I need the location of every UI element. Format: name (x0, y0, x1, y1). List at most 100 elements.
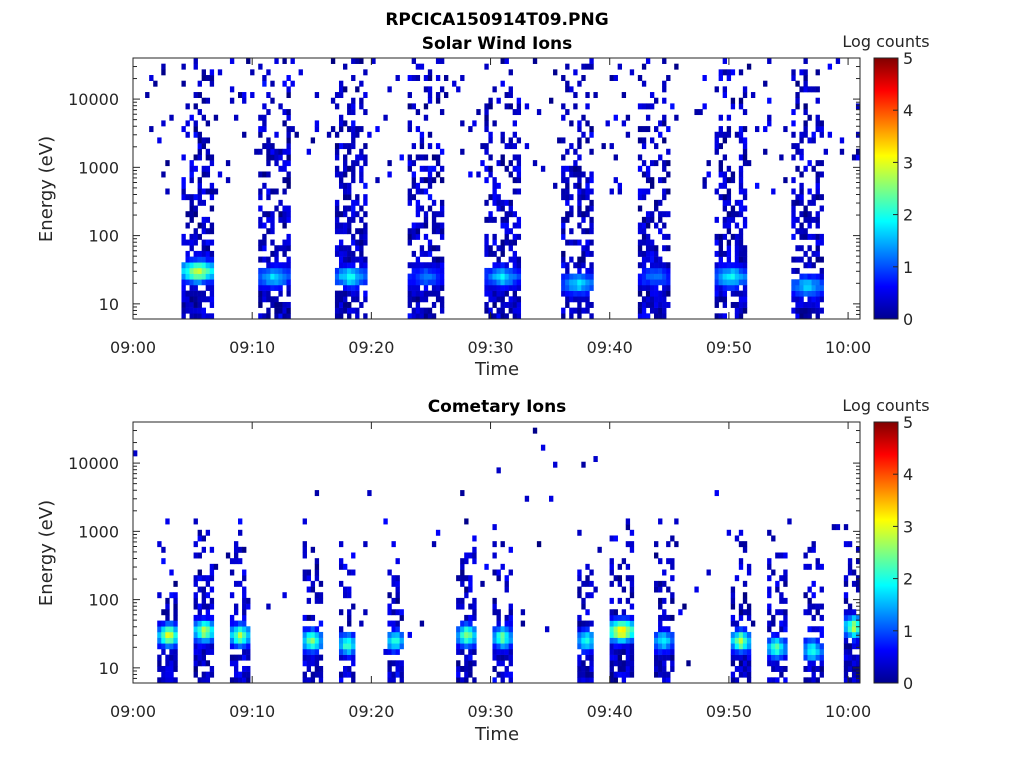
spectrogram-cell (649, 267, 655, 274)
spectrogram-cell (334, 245, 340, 252)
spectrogram-cell (714, 296, 719, 303)
spectrogram-cell (492, 199, 497, 206)
spectrogram-cell (306, 597, 312, 604)
spectrogram-cell (282, 165, 287, 172)
spectrogram-cell (407, 92, 412, 99)
spectrogram-cell (807, 296, 812, 303)
spectrogram-cell (193, 239, 198, 246)
spectrogram-cell (391, 637, 396, 644)
spectrogram-cell (500, 637, 505, 644)
spectrogram-cell (435, 245, 441, 252)
spectrogram-cell (391, 620, 396, 627)
spectrogram-cell (581, 63, 586, 70)
spectrogram-cell (803, 637, 808, 644)
spectrogram-cell (423, 154, 429, 161)
spectrogram-cell (193, 301, 198, 308)
x-tick-label: 09:50 (706, 338, 752, 357)
spectrogram-cell (484, 563, 489, 570)
spectrogram-cell (468, 671, 473, 678)
spectrogram-cell (779, 552, 784, 559)
spectrogram-cell (855, 558, 861, 565)
spectrogram-cell (201, 575, 206, 582)
spectrogram-cell (262, 114, 267, 121)
spectrogram-cell (229, 592, 235, 599)
spectrogram-cell (181, 188, 186, 195)
spectrogram-cell (435, 75, 441, 81)
spectrogram-cell (637, 307, 643, 314)
spectrogram-cell (415, 284, 421, 291)
spectrogram-cell (585, 677, 590, 684)
spectrogram-cell (670, 665, 675, 672)
spectrogram-cell (581, 296, 586, 303)
spectrogram-cell (540, 165, 546, 172)
spectrogram-cell (504, 648, 509, 655)
spectrogram-cell (565, 284, 570, 291)
spectrogram-cell (819, 239, 824, 246)
spectrogram-cell (274, 148, 279, 155)
spectrogram-cell (734, 313, 740, 320)
spectrogram-cell (169, 626, 174, 633)
spectrogram-cell (343, 290, 348, 297)
spectrogram-cell (795, 290, 800, 297)
spectrogram-cell (589, 126, 594, 133)
spectrogram-cell (278, 216, 283, 223)
spectrogram-cell (730, 677, 736, 684)
spectrogram-cell (585, 250, 590, 257)
spectrogram-cell (524, 143, 530, 150)
spectrogram-cell (508, 273, 513, 280)
spectrogram-cell (674, 63, 679, 70)
spectrogram-cell (201, 137, 206, 144)
spectrogram-cell (658, 586, 663, 593)
spectrogram-cell (423, 296, 429, 303)
spectrogram-cell (609, 626, 614, 633)
spectrogram-cell (734, 267, 740, 274)
spectrogram-cell (645, 165, 651, 172)
spectrogram-cell (161, 620, 166, 627)
spectrogram-cell (645, 222, 651, 229)
spectrogram-cell (266, 69, 271, 76)
spectrogram-cell (730, 284, 736, 291)
spectrogram-cell (767, 58, 772, 64)
spectrogram-cell (625, 660, 631, 667)
spectrogram-cell (645, 279, 651, 286)
spectrogram-cell (553, 69, 558, 76)
spectrogram-cell (585, 284, 590, 291)
spectrogram-cell (722, 58, 728, 64)
spectrogram-cell (807, 654, 812, 661)
spectrogram-cell (161, 171, 166, 178)
spectrogram-cell (617, 626, 623, 633)
spectrogram-cell (617, 63, 623, 70)
spectrogram-cell (520, 609, 526, 616)
spectrogram-cell (641, 188, 647, 195)
spectrogram-cell (484, 114, 489, 121)
spectrogram-cell (205, 245, 211, 252)
spectrogram-cell (819, 205, 824, 212)
spectrogram-cell (815, 654, 820, 661)
spectrogram-cell (585, 279, 590, 286)
spectrogram-cell (197, 648, 202, 655)
spectrogram-cell (718, 131, 723, 138)
spectrogram-cell (629, 603, 635, 610)
spectrogram-cell (811, 614, 816, 621)
spectrogram-cell (472, 597, 477, 604)
spectrogram-cell (819, 126, 824, 133)
spectrogram-cell (343, 301, 348, 308)
spectrogram-cell (742, 273, 748, 280)
spectrogram-cell (343, 273, 348, 280)
spectrogram-cell (302, 614, 307, 621)
spectrogram-cell (145, 92, 150, 99)
spectrogram-cell (823, 148, 828, 155)
spectrogram-cell (581, 461, 586, 468)
spectrogram-cell (286, 211, 291, 218)
spectrogram-cell (581, 216, 586, 223)
spectrogram-cell (197, 296, 202, 303)
spectrogram-cell (645, 245, 651, 252)
spectrogram-cell (419, 188, 425, 195)
spectrogram-cell (423, 103, 429, 110)
spectrogram-cell (347, 592, 352, 599)
spectrogram-cell (161, 69, 166, 76)
spectrogram-cell (577, 273, 582, 280)
spectrogram-cell (577, 569, 582, 576)
spectrogram-cell (419, 245, 425, 252)
spectrogram-cell (496, 614, 501, 621)
